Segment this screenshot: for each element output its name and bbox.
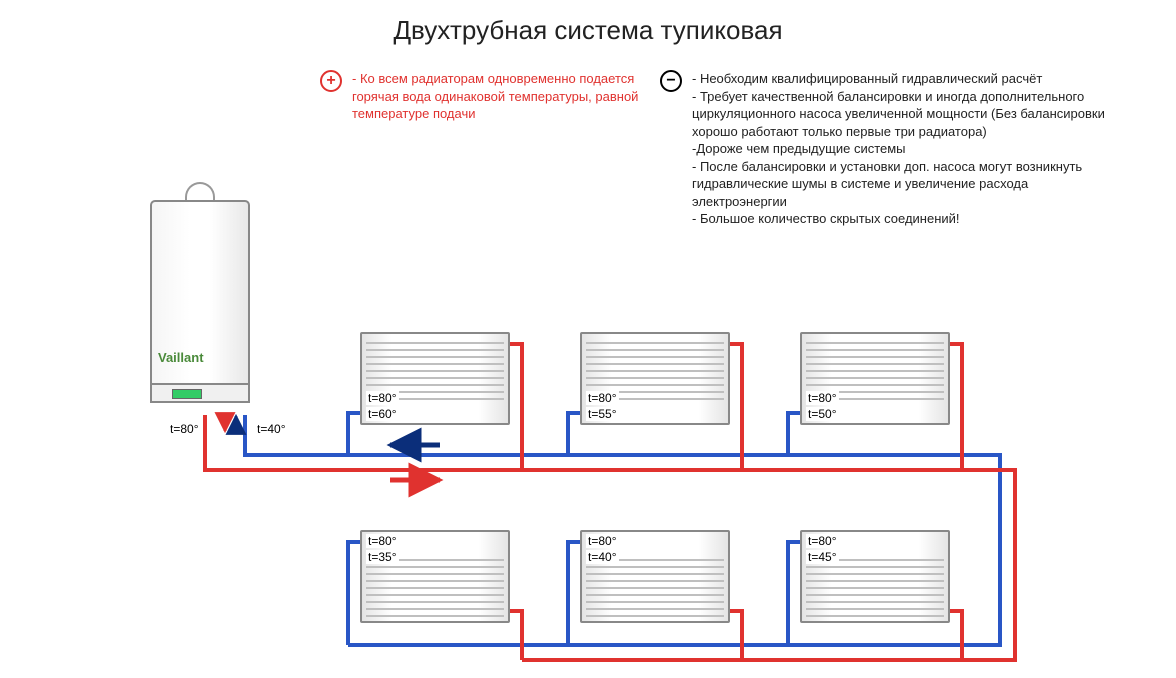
piping-canvas	[0, 0, 1176, 678]
boiler-out-temp: t=80°	[170, 422, 199, 436]
boiler-in-temp: t=40°	[257, 422, 286, 436]
